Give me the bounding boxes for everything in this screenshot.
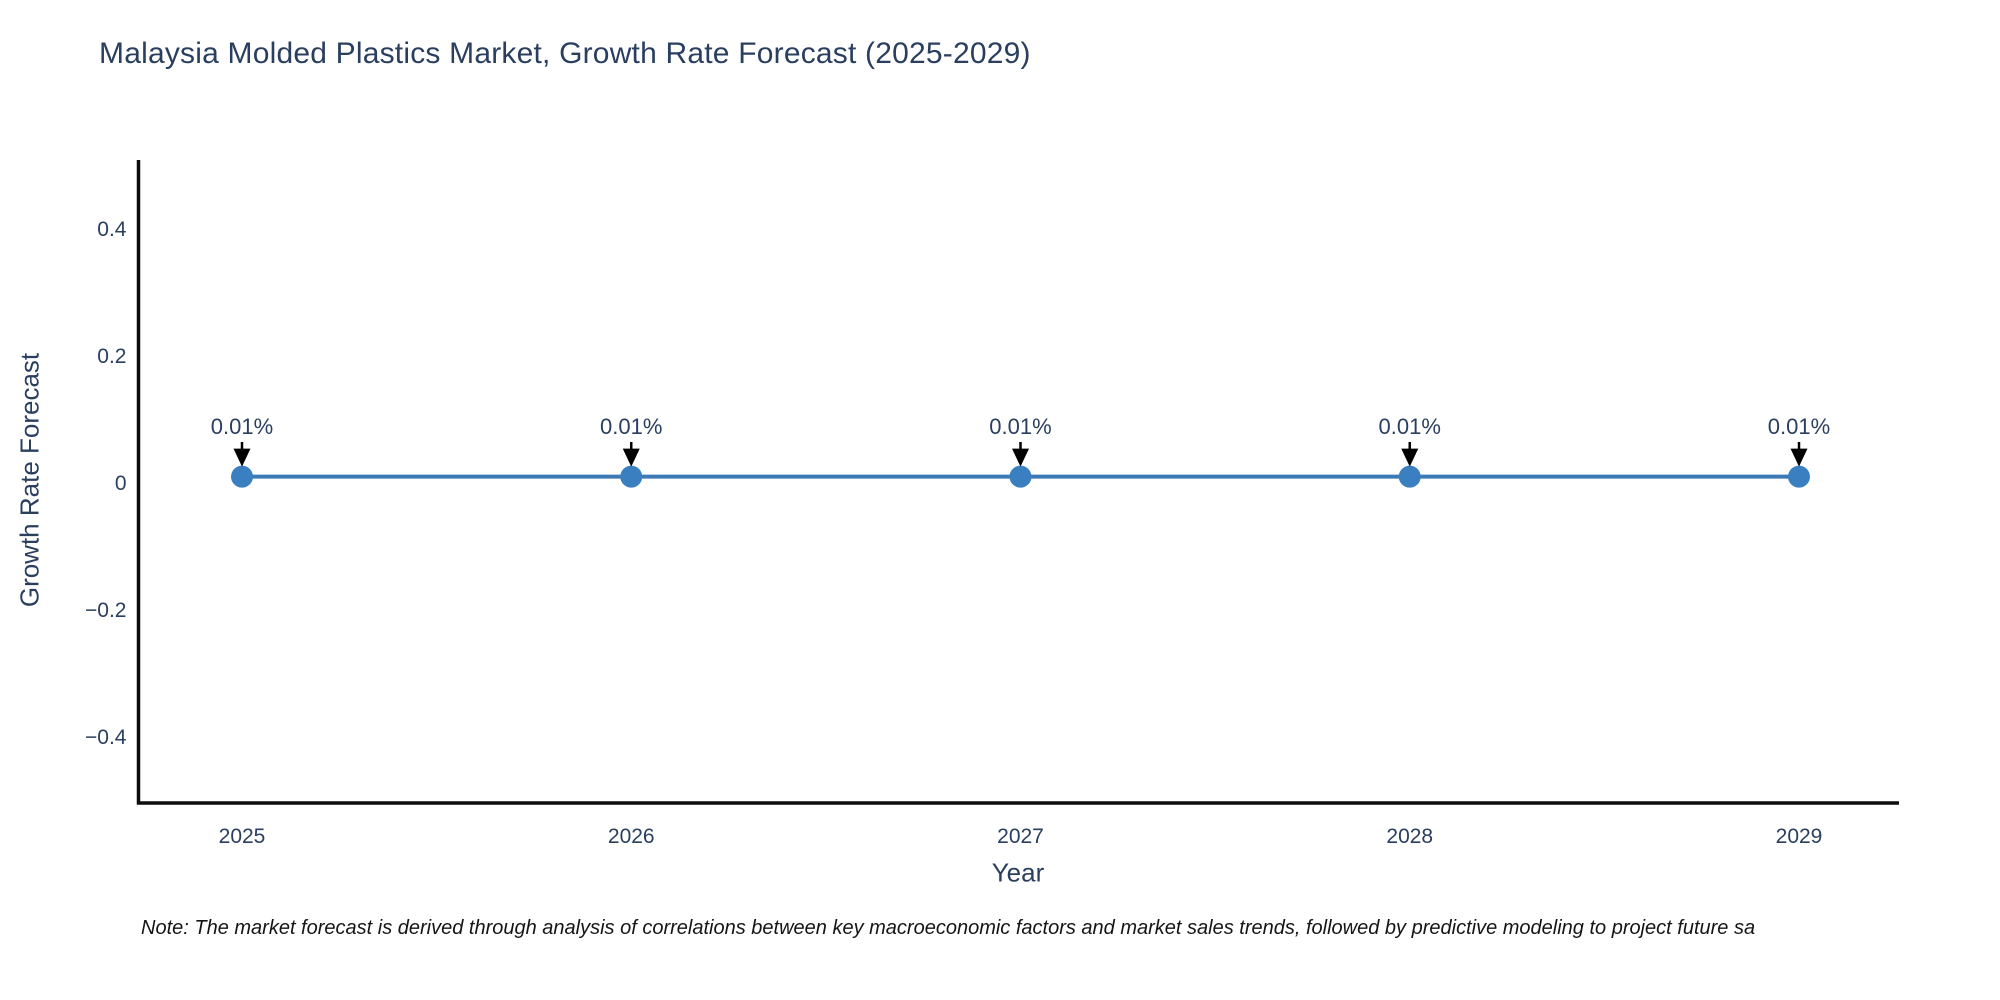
annotation-arrowhead-icon (1012, 448, 1029, 467)
y-tick-label: −0.2 (85, 599, 126, 622)
data-point[interactable] (1788, 465, 1810, 488)
annotation-label: 0.01% (211, 414, 273, 439)
annotation-arrowhead-icon (233, 448, 251, 467)
y-tick-label: 0 (115, 472, 127, 495)
x-tick-label: 2025 (219, 825, 266, 848)
annotation-arrowhead-icon (1401, 448, 1419, 467)
data-point[interactable] (1009, 465, 1032, 488)
x-tick-label: 2029 (1776, 825, 1823, 848)
annotation-label: 0.01% (1379, 414, 1441, 439)
annotation-label: 0.01% (989, 414, 1051, 439)
data-point[interactable] (1398, 465, 1421, 488)
chart-title: Malaysia Molded Plastics Market, Growth … (99, 37, 1031, 70)
x-tick-label: 2026 (608, 825, 655, 848)
y-tick-label: 0.2 (97, 345, 126, 368)
data-point[interactable] (620, 465, 643, 488)
data-point[interactable] (231, 465, 253, 488)
x-axis-title: Year (991, 857, 1045, 888)
x-tick-label: 2027 (997, 825, 1044, 848)
x-tick-label: 2028 (1386, 825, 1433, 848)
annotation-label: 0.01% (1768, 414, 1830, 439)
annotation-arrowhead-icon (1790, 448, 1808, 467)
chart-note: Note: The market forecast is derived thr… (141, 917, 1756, 939)
annotation-label: 0.01% (600, 414, 662, 439)
y-tick-label: 0.4 (97, 218, 127, 241)
y-tick-label: −0.4 (85, 726, 127, 749)
annotation-arrowhead-icon (622, 448, 640, 467)
